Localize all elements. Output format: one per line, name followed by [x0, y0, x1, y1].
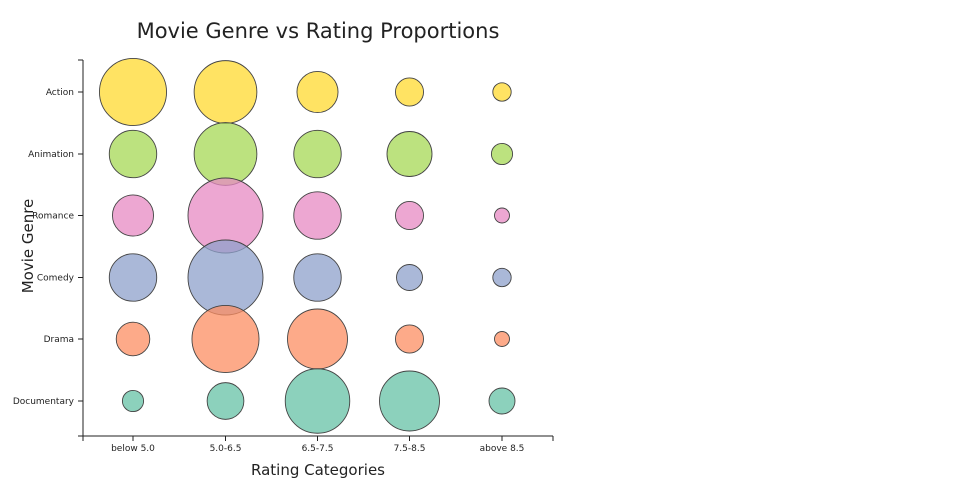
bubble-action-1	[99, 58, 167, 126]
bubble-animation-1	[108, 129, 158, 179]
bubble-drama-1	[115, 321, 151, 357]
bubble-drama-2	[191, 305, 260, 373]
bubble-documentary-2	[206, 382, 245, 420]
chart-title: Movie Genre vs Rating Proportions	[137, 19, 500, 43]
bubble-documentary-5	[488, 387, 516, 415]
bubble-romance-5	[494, 207, 510, 224]
y-tick-label: Action	[46, 88, 74, 98]
bubble-comedy-4	[396, 264, 423, 291]
bubble-comedy-2	[187, 239, 264, 316]
bubble-animation-2	[193, 122, 258, 186]
y-tick-label: Romance	[32, 212, 74, 222]
x-tick-label: 5.0-6.5	[210, 444, 242, 454]
axes-layer: below 5.0 5.0-6.5 6.5-7.5 7.5-8.5 above 8.5 A…	[13, 59, 554, 454]
bubble-comedy-5	[492, 267, 512, 288]
bubble-animation-5	[490, 142, 514, 166]
bubble-drama-3	[287, 308, 348, 370]
x-tick-label: 6.5-7.5	[302, 444, 334, 454]
bubble-animation-4	[386, 131, 433, 177]
x-tick-label: below 5.0	[111, 444, 155, 454]
bubble-documentary-1	[121, 389, 145, 413]
bubble-romance-4	[395, 201, 424, 230]
bubbles-layer	[99, 58, 516, 434]
x-tick-label: above 8.5	[480, 444, 525, 454]
y-tick-label: Drama	[44, 335, 74, 345]
y-tick-label: Comedy	[37, 274, 75, 284]
bubble-romance-1	[112, 194, 154, 237]
bubble-action-4	[395, 77, 424, 107]
bubble-action-5	[492, 82, 512, 102]
bubble-romance-3	[293, 191, 342, 240]
bubble-documentary-4	[379, 370, 440, 432]
x-tick-label: 7.5-8.5	[394, 444, 426, 454]
bubble-drama-5	[494, 331, 510, 347]
bubble-action-2	[193, 60, 258, 124]
bubble-comedy-3	[293, 253, 342, 302]
bubble-documentary-3	[284, 368, 351, 434]
y-tick-label: Documentary	[13, 397, 75, 407]
bubble-drama-4	[395, 324, 424, 354]
y-tick-label: Animation	[28, 150, 74, 160]
x-axis-title: Rating Categories	[251, 461, 385, 479]
y-axis-title: Movie Genre	[19, 199, 37, 294]
bubble-action-3	[296, 71, 339, 113]
bubble-animation-3	[293, 129, 342, 179]
bubble-comedy-1	[108, 253, 158, 302]
